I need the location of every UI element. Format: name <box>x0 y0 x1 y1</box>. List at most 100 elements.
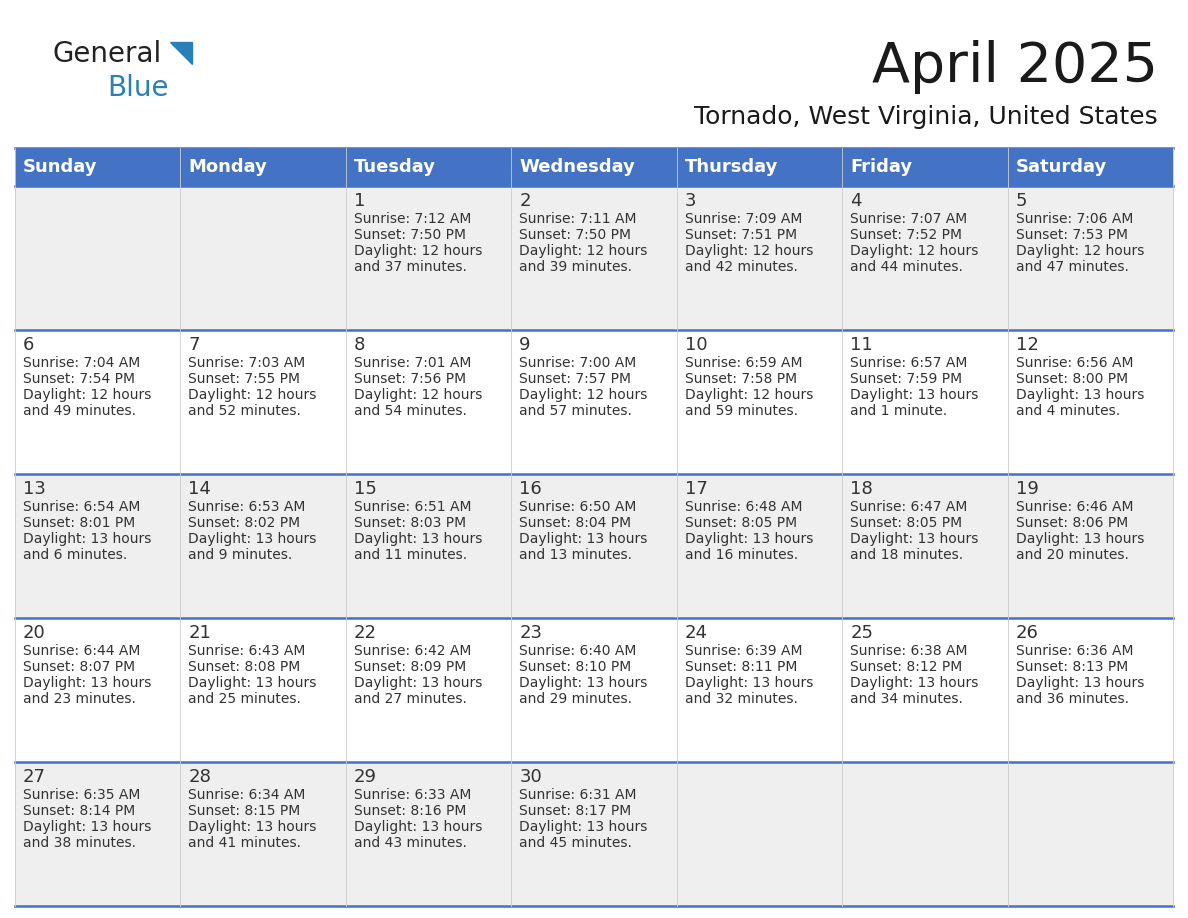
Text: Daylight: 13 hours: Daylight: 13 hours <box>189 676 317 690</box>
Text: 30: 30 <box>519 768 542 786</box>
Text: Daylight: 13 hours: Daylight: 13 hours <box>1016 532 1144 546</box>
Text: Sunrise: 7:11 AM: Sunrise: 7:11 AM <box>519 212 637 226</box>
Bar <box>842 148 1007 186</box>
Text: Sunrise: 7:03 AM: Sunrise: 7:03 AM <box>189 356 305 370</box>
Bar <box>677 330 842 474</box>
Text: and 38 minutes.: and 38 minutes. <box>23 836 135 850</box>
Text: Daylight: 13 hours: Daylight: 13 hours <box>851 676 979 690</box>
Text: Sunrise: 6:46 AM: Sunrise: 6:46 AM <box>1016 500 1133 514</box>
Text: Tornado, West Virginia, United States: Tornado, West Virginia, United States <box>694 105 1158 129</box>
Text: April 2025: April 2025 <box>872 40 1158 94</box>
Bar <box>181 618 346 762</box>
Text: Blue: Blue <box>107 74 169 102</box>
Text: 20: 20 <box>23 624 46 642</box>
Text: Daylight: 13 hours: Daylight: 13 hours <box>189 820 317 834</box>
Bar <box>181 148 346 186</box>
Text: Sunset: 7:54 PM: Sunset: 7:54 PM <box>23 372 135 386</box>
Text: 5: 5 <box>1016 192 1028 210</box>
Text: and 52 minutes.: and 52 minutes. <box>189 404 302 418</box>
Text: Sunset: 8:02 PM: Sunset: 8:02 PM <box>189 516 301 530</box>
Text: 26: 26 <box>1016 624 1038 642</box>
Bar <box>346 330 511 474</box>
Text: Sunset: 7:56 PM: Sunset: 7:56 PM <box>354 372 466 386</box>
Text: Sunrise: 6:57 AM: Sunrise: 6:57 AM <box>851 356 967 370</box>
Bar <box>511 762 677 906</box>
Text: and 6 minutes.: and 6 minutes. <box>23 548 127 562</box>
Text: and 9 minutes.: and 9 minutes. <box>189 548 292 562</box>
Bar <box>511 186 677 330</box>
Bar <box>15 330 181 474</box>
Text: Sunset: 8:11 PM: Sunset: 8:11 PM <box>684 660 797 674</box>
Text: Sunrise: 6:40 AM: Sunrise: 6:40 AM <box>519 644 637 658</box>
Text: 15: 15 <box>354 480 377 498</box>
Text: Daylight: 12 hours: Daylight: 12 hours <box>684 388 813 402</box>
Text: 29: 29 <box>354 768 377 786</box>
Text: Daylight: 12 hours: Daylight: 12 hours <box>354 244 482 258</box>
Text: Daylight: 13 hours: Daylight: 13 hours <box>23 676 151 690</box>
Bar <box>1007 474 1173 618</box>
Text: 27: 27 <box>23 768 46 786</box>
Text: Daylight: 13 hours: Daylight: 13 hours <box>1016 388 1144 402</box>
Text: 19: 19 <box>1016 480 1038 498</box>
Text: Sunrise: 6:56 AM: Sunrise: 6:56 AM <box>1016 356 1133 370</box>
Text: Sunset: 8:16 PM: Sunset: 8:16 PM <box>354 804 466 818</box>
Polygon shape <box>170 42 192 64</box>
Bar <box>842 186 1007 330</box>
Text: and 59 minutes.: and 59 minutes. <box>684 404 797 418</box>
Text: 10: 10 <box>684 336 707 354</box>
Text: Friday: Friday <box>851 158 912 176</box>
Text: Daylight: 13 hours: Daylight: 13 hours <box>519 676 647 690</box>
Text: Tuesday: Tuesday <box>354 158 436 176</box>
Text: Sunrise: 7:09 AM: Sunrise: 7:09 AM <box>684 212 802 226</box>
Text: Daylight: 12 hours: Daylight: 12 hours <box>851 244 979 258</box>
Text: and 25 minutes.: and 25 minutes. <box>189 692 302 706</box>
Bar <box>511 330 677 474</box>
Text: Sunrise: 6:36 AM: Sunrise: 6:36 AM <box>1016 644 1133 658</box>
Text: Sunrise: 6:43 AM: Sunrise: 6:43 AM <box>189 644 305 658</box>
Text: Sunset: 7:55 PM: Sunset: 7:55 PM <box>189 372 301 386</box>
Text: Sunrise: 7:00 AM: Sunrise: 7:00 AM <box>519 356 637 370</box>
Text: Daylight: 13 hours: Daylight: 13 hours <box>354 820 482 834</box>
Text: 2: 2 <box>519 192 531 210</box>
Text: 4: 4 <box>851 192 861 210</box>
Text: Sunrise: 6:44 AM: Sunrise: 6:44 AM <box>23 644 140 658</box>
Bar <box>677 474 842 618</box>
Text: and 54 minutes.: and 54 minutes. <box>354 404 467 418</box>
Text: and 11 minutes.: and 11 minutes. <box>354 548 467 562</box>
Text: Sunrise: 7:01 AM: Sunrise: 7:01 AM <box>354 356 472 370</box>
Text: and 41 minutes.: and 41 minutes. <box>189 836 302 850</box>
Text: Daylight: 12 hours: Daylight: 12 hours <box>519 244 647 258</box>
Text: Daylight: 13 hours: Daylight: 13 hours <box>519 532 647 546</box>
Text: Sunrise: 6:33 AM: Sunrise: 6:33 AM <box>354 788 472 802</box>
Text: Sunrise: 6:59 AM: Sunrise: 6:59 AM <box>684 356 802 370</box>
Bar <box>677 618 842 762</box>
Text: Sunset: 8:13 PM: Sunset: 8:13 PM <box>1016 660 1127 674</box>
Text: Daylight: 13 hours: Daylight: 13 hours <box>189 532 317 546</box>
Text: and 57 minutes.: and 57 minutes. <box>519 404 632 418</box>
Text: 21: 21 <box>189 624 211 642</box>
Bar <box>842 762 1007 906</box>
Text: 3: 3 <box>684 192 696 210</box>
Text: Sunrise: 6:35 AM: Sunrise: 6:35 AM <box>23 788 140 802</box>
Bar <box>346 474 511 618</box>
Bar <box>842 618 1007 762</box>
Text: Sunrise: 7:04 AM: Sunrise: 7:04 AM <box>23 356 140 370</box>
Text: Sunset: 7:57 PM: Sunset: 7:57 PM <box>519 372 631 386</box>
Text: Sunrise: 7:07 AM: Sunrise: 7:07 AM <box>851 212 967 226</box>
Bar <box>181 474 346 618</box>
Text: Sunset: 8:10 PM: Sunset: 8:10 PM <box>519 660 632 674</box>
Text: Thursday: Thursday <box>684 158 778 176</box>
Bar <box>1007 618 1173 762</box>
Text: Daylight: 13 hours: Daylight: 13 hours <box>23 532 151 546</box>
Text: and 45 minutes.: and 45 minutes. <box>519 836 632 850</box>
Text: 17: 17 <box>684 480 708 498</box>
Bar <box>842 330 1007 474</box>
Text: Sunset: 7:52 PM: Sunset: 7:52 PM <box>851 228 962 242</box>
Text: and 4 minutes.: and 4 minutes. <box>1016 404 1120 418</box>
Text: 22: 22 <box>354 624 377 642</box>
Text: and 43 minutes.: and 43 minutes. <box>354 836 467 850</box>
Text: Sunset: 7:59 PM: Sunset: 7:59 PM <box>851 372 962 386</box>
Text: and 47 minutes.: and 47 minutes. <box>1016 260 1129 274</box>
Bar <box>842 474 1007 618</box>
Text: 25: 25 <box>851 624 873 642</box>
